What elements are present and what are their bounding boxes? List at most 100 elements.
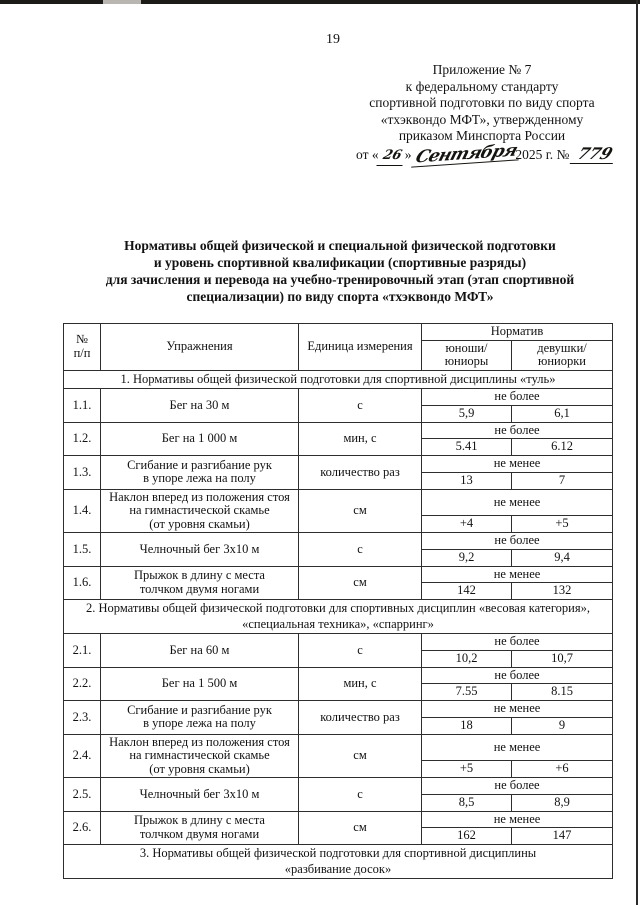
table-row: 1.6. Прыжок в длину с места толчком двум… [63,565,614,600]
norm-condition: не менее [420,733,614,761]
handwritten-month: Сентября [411,140,525,167]
table-row: 2.2. Бег на 1 500 м мин, с не более [63,666,614,701]
section-title: 1. Нормативы общей физической подготовки… [62,369,614,389]
exercise-name: Бег на 1 000 м [100,421,299,456]
appendix-date-line: от «26» Сентября2025 г. № 779 [356,140,621,167]
exercise-name: Сгибание и разгибание рук в упоре лежа н… [100,455,299,490]
boys-value: +4 [421,515,512,533]
standards-table: № п/п Упражнения Единица измерения Норма… [62,323,614,879]
appendix-line: Приложение № 7 [432,62,532,77]
date-prefix: от « [356,146,379,162]
table-row: 1.5. Челночный бег 3х10 м с не более [63,532,614,567]
page-number: 19 [326,32,340,47]
handwritten-order-number: 779 [570,144,621,163]
exercise-name: Челночный бег 3х10 м [100,532,299,567]
boys-value: +5 [421,760,512,778]
unit-of-measure: см [298,810,422,845]
girls-value: 7 [510,471,614,490]
norm-condition: не более [420,421,614,439]
exercise-name: Бег на 30 м [100,388,299,423]
boys-value: 5.41 [421,438,512,456]
unit-of-measure: с [298,633,422,668]
header-boys: юноши/ юниоры [421,339,512,371]
table-row: 2.1. Бег на 60 м с не более [63,633,614,668]
unit-of-measure: см [298,733,422,778]
appendix-line: к федеральному стандарту [405,78,559,94]
row-number: 1.3. [63,455,101,490]
table-row-values: 9,2 9,4 [64,548,614,567]
document-title: Нормативы общей физической и специальной… [105,238,575,304]
table-row-values: +5 +6 [64,760,614,778]
boys-value: 9,2 [421,548,512,567]
table-row-values: 5.41 6.12 [64,438,614,456]
table-row-values: 13 7 [64,471,614,490]
handwritten-day: 26 [376,147,408,165]
girls-value: 6.12 [510,438,614,456]
girls-value: 9 [510,716,614,735]
exercise-name: Челночный бег 3х10 м [100,777,299,812]
girls-value: 10,7 [510,649,614,668]
exercise-name: Бег на 60 м [100,633,299,668]
row-number: 2.6. [63,810,101,845]
header-unit: Единица измерения [298,323,422,371]
appendix-line: «тхэквондо МФТ», утвержденному [380,111,584,127]
appendix-line: приказом Минспорта России [398,128,566,143]
table-row-values: 142 132 [64,582,614,600]
table-header-row-2: юноши/ юниоры девушки/ юниорки [64,339,614,371]
scan-top-edge [0,0,640,4]
exercise-name: Прыжок в длину с места толчком двумя ног… [100,810,299,845]
row-number: 2.4. [63,733,101,778]
table-row: 2.3. Сгибание и разгибание рук в упоре л… [63,700,614,735]
table-row-values: 8,5 8,9 [64,793,614,812]
girls-value: 6,1 [510,404,614,423]
unit-of-measure: с [298,532,422,567]
table-row: 2.5. Челночный бег 3х10 м с не более [63,777,614,812]
row-number: 2.5. [63,777,101,812]
row-number: 1.5. [63,532,101,567]
section-row-2: 2. Нормативы общей физической подготовки… [62,599,614,634]
row-number: 1.2. [63,421,101,456]
appendix-line: спортивной подготовки по виду спорта [369,95,595,110]
unit-of-measure: с [298,388,422,423]
section-title: 2. Нормативы общей физической подготовки… [62,599,614,634]
norm-condition: не более [420,633,614,651]
norm-condition: не менее [420,565,614,583]
row-number: 2.3. [63,700,101,735]
boys-value: 8,5 [421,793,512,812]
table-row: 2.4. Наклон вперед из положения стоя на … [63,733,614,778]
table-row: 1.2. Бег на 1 000 м мин, с не более [63,421,614,456]
girls-value: 9,4 [510,548,614,567]
boys-value: 5,9 [421,404,512,423]
row-number: 1.4. [63,488,101,533]
unit-of-measure: количество раз [298,700,422,735]
exercise-name: Наклон вперед из положения стоя на гимна… [100,488,299,533]
exercise-name: Прыжок в длину с места толчком двумя ног… [100,565,299,600]
row-number: 1.1. [63,388,101,423]
row-number: 2.2. [63,666,101,701]
table-row-values: 7.55 8.15 [64,683,614,701]
girls-value: +6 [510,760,614,778]
girls-value: 8,9 [510,793,614,812]
unit-of-measure: с [298,777,422,812]
unit-of-measure: см [298,565,422,600]
table-row: 1.4. Наклон вперед из положения стоя на … [63,488,614,533]
boys-value: 13 [421,471,512,490]
norm-condition: не более [420,532,614,550]
table-row-values: +4 +5 [64,515,614,533]
unit-of-measure: мин, с [298,666,422,701]
norm-condition: не более [420,777,614,795]
norm-condition: не менее [420,700,614,718]
girls-value: 147 [510,827,614,845]
table-header-row-1: № п/п Упражнения Единица измерения Норма… [63,323,614,371]
header-row-number: № п/п [63,323,101,371]
header-exercises: Упражнения [100,323,299,371]
scan-right-edge [636,0,638,905]
boys-value: 162 [421,827,512,845]
norm-condition: не менее [420,488,614,516]
unit-of-measure: см [298,488,422,533]
unit-of-measure: количество раз [298,455,422,490]
norm-condition: не менее [420,810,614,828]
table-row: 1.3. Сгибание и разгибание рук в упоре л… [63,455,614,490]
header-norm: Норматив [420,323,614,341]
section-row-1: 1. Нормативы общей физической подготовки… [62,369,614,389]
